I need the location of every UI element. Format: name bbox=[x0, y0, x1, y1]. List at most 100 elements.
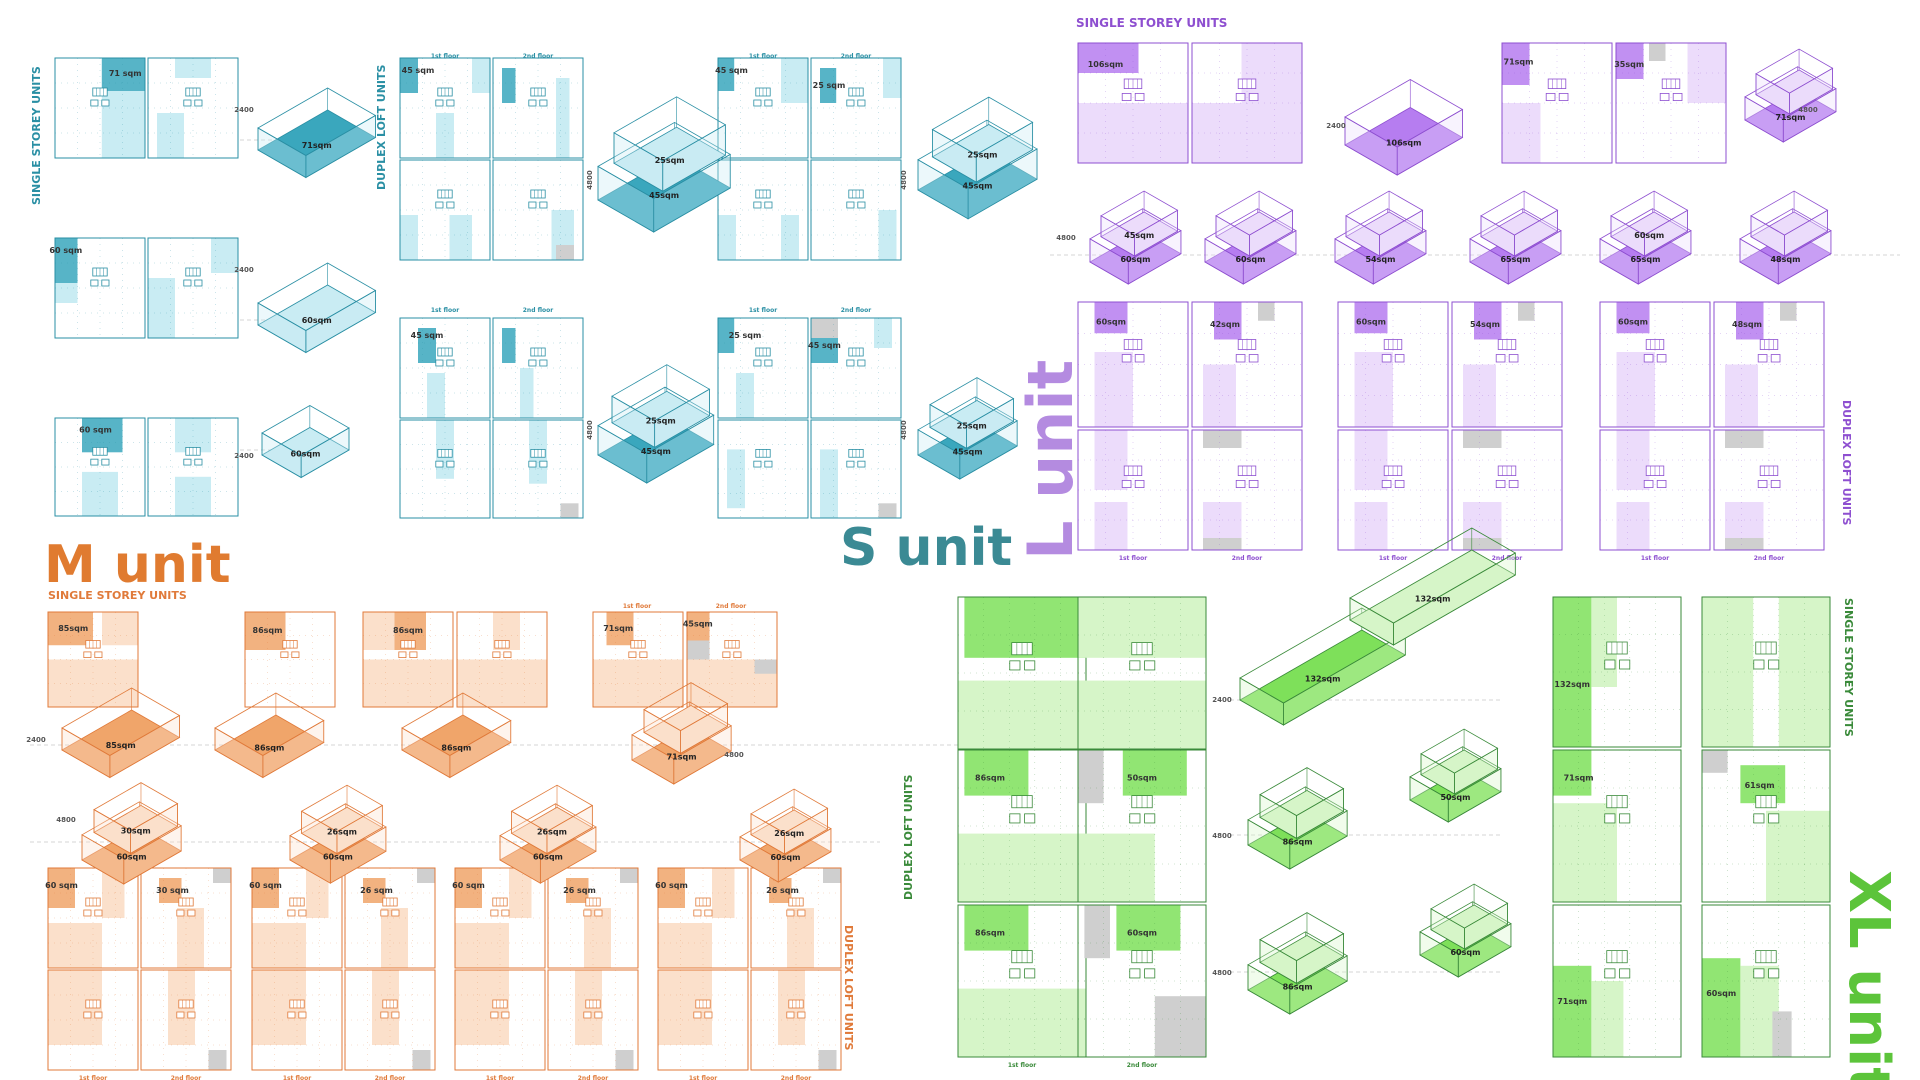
iso-duplex-lower: 60sqm bbox=[81, 801, 182, 885]
unit-fill bbox=[874, 318, 892, 348]
lift-box bbox=[1604, 659, 1616, 670]
floor-plan: 2nd floor bbox=[1451, 429, 1563, 562]
iso-duplex-upper: 25sqm bbox=[931, 96, 1034, 183]
unit-fill bbox=[687, 612, 710, 641]
iso-area-label: 45sqm bbox=[641, 447, 671, 456]
unit-fill bbox=[769, 878, 792, 903]
area-label: 42sqm bbox=[1210, 320, 1240, 329]
floor-label: 2nd floor bbox=[578, 1075, 609, 1080]
lift-box bbox=[764, 359, 773, 367]
unit-fill bbox=[412, 1050, 431, 1070]
lift-box bbox=[1757, 479, 1768, 488]
s-dB-1st: 1st floor bbox=[749, 53, 777, 60]
floor-plan: 106sqm bbox=[1077, 42, 1189, 164]
lift-box bbox=[194, 279, 203, 287]
iso-duplex-lower: 60sqm bbox=[289, 803, 387, 884]
unit-fill bbox=[754, 659, 777, 674]
unit-fill bbox=[958, 680, 1086, 749]
lift-box bbox=[101, 458, 110, 466]
m-2nd: 2nd floor bbox=[716, 603, 747, 610]
iso-duplex-lower: 45sqm bbox=[597, 386, 715, 484]
lift-box bbox=[1619, 968, 1631, 979]
iso-area-label: 71sqm bbox=[667, 753, 697, 762]
lift-box bbox=[539, 99, 548, 107]
unit-fill bbox=[1518, 302, 1535, 321]
unit-fill bbox=[449, 215, 472, 260]
lift-box bbox=[528, 359, 537, 367]
m-iso-single-3: 86sqm bbox=[401, 692, 512, 779]
area-label: 25 sqm bbox=[813, 81, 846, 90]
lift-box bbox=[1558, 93, 1569, 102]
iso-area-label: 25sqm bbox=[646, 416, 676, 425]
lift-box bbox=[1381, 479, 1392, 488]
lift-box bbox=[1656, 479, 1667, 488]
unit-fill bbox=[417, 868, 435, 883]
area-label: 71 sqm bbox=[109, 69, 142, 78]
unit-fill bbox=[55, 283, 78, 303]
lift-box bbox=[291, 651, 300, 659]
lift-box bbox=[435, 99, 444, 107]
lift-box bbox=[1604, 968, 1616, 979]
height-dimension: 2400 bbox=[234, 266, 254, 274]
lift-box bbox=[183, 458, 192, 466]
s-duplex-loft-label: DUPLEX LOFT UNITS bbox=[375, 64, 388, 190]
floor-plan: 2nd floor bbox=[140, 969, 232, 1080]
unit-fill bbox=[620, 868, 638, 883]
lift-box bbox=[1753, 659, 1765, 670]
lift-box bbox=[1235, 354, 1246, 363]
lift-box bbox=[287, 909, 296, 917]
floor-plan: 48sqm bbox=[1713, 301, 1825, 428]
iso-duplex-upper bbox=[643, 682, 729, 755]
lift-box bbox=[528, 99, 537, 107]
height-dimension: 2400 bbox=[1212, 696, 1232, 704]
area-label: 50sqm bbox=[1127, 773, 1157, 782]
floor-plan: 2nd floor bbox=[1191, 429, 1303, 562]
lift-box bbox=[280, 651, 289, 659]
lift-box bbox=[1009, 968, 1021, 979]
unit-fill bbox=[102, 612, 138, 646]
l-unit-title: L unit bbox=[1014, 360, 1087, 560]
floor-plan: 86sqm bbox=[362, 611, 454, 708]
area-label: 54sqm bbox=[1470, 320, 1500, 329]
unit-fill bbox=[455, 923, 509, 968]
lift-box bbox=[1144, 660, 1156, 671]
unit-fill bbox=[787, 908, 814, 968]
iso-duplex-upper: 45sqm bbox=[1100, 190, 1179, 257]
iso-area-label: 60sqm bbox=[323, 853, 353, 862]
l-iso-single-1: 106sqm bbox=[1344, 79, 1464, 176]
lift-box bbox=[1129, 660, 1141, 671]
unit-fill bbox=[823, 868, 841, 883]
floor-plan: 60 sqm bbox=[54, 417, 146, 517]
unit-fill bbox=[964, 905, 1029, 951]
lift-box bbox=[183, 99, 192, 107]
area-label: 60 sqm bbox=[452, 881, 485, 890]
lift-box bbox=[490, 909, 499, 917]
floor-label: 1st floor bbox=[689, 1075, 717, 1080]
iso-duplex-upper bbox=[1420, 728, 1499, 795]
iso-duplex-upper: 60sqm bbox=[1610, 190, 1689, 257]
iso-duplex-lower: 71sqm bbox=[631, 701, 732, 785]
floor-plan: 60sqm bbox=[1077, 301, 1189, 428]
lift-box bbox=[176, 1011, 185, 1019]
lift-box bbox=[298, 1011, 307, 1019]
floor-plan: 26 sqm bbox=[547, 867, 639, 969]
floor-plan: 45 sqm bbox=[808, 317, 902, 419]
unit-fill bbox=[509, 868, 532, 918]
iso-duplex-upper: 25sqm bbox=[611, 364, 711, 448]
unit-fill bbox=[1766, 810, 1830, 902]
lift-box bbox=[583, 1011, 592, 1019]
unit-fill bbox=[1736, 302, 1764, 340]
iso-duplex-lower: 48sqm bbox=[1739, 208, 1832, 285]
iso-duplex-lower: 45sqm bbox=[917, 396, 1018, 480]
lift-box bbox=[857, 460, 866, 468]
iso-area-label: 60sqm bbox=[117, 853, 147, 862]
unit-fill bbox=[556, 78, 570, 158]
unit-fill bbox=[502, 328, 516, 363]
lift-box bbox=[786, 909, 795, 917]
unit-fill bbox=[1214, 302, 1242, 340]
unit-fill bbox=[593, 659, 683, 707]
lift-box bbox=[753, 201, 762, 209]
floor-plan: 45 sqm bbox=[715, 57, 809, 159]
unit-fill bbox=[1725, 538, 1764, 550]
floor-plan: 60sqm bbox=[1337, 301, 1449, 428]
